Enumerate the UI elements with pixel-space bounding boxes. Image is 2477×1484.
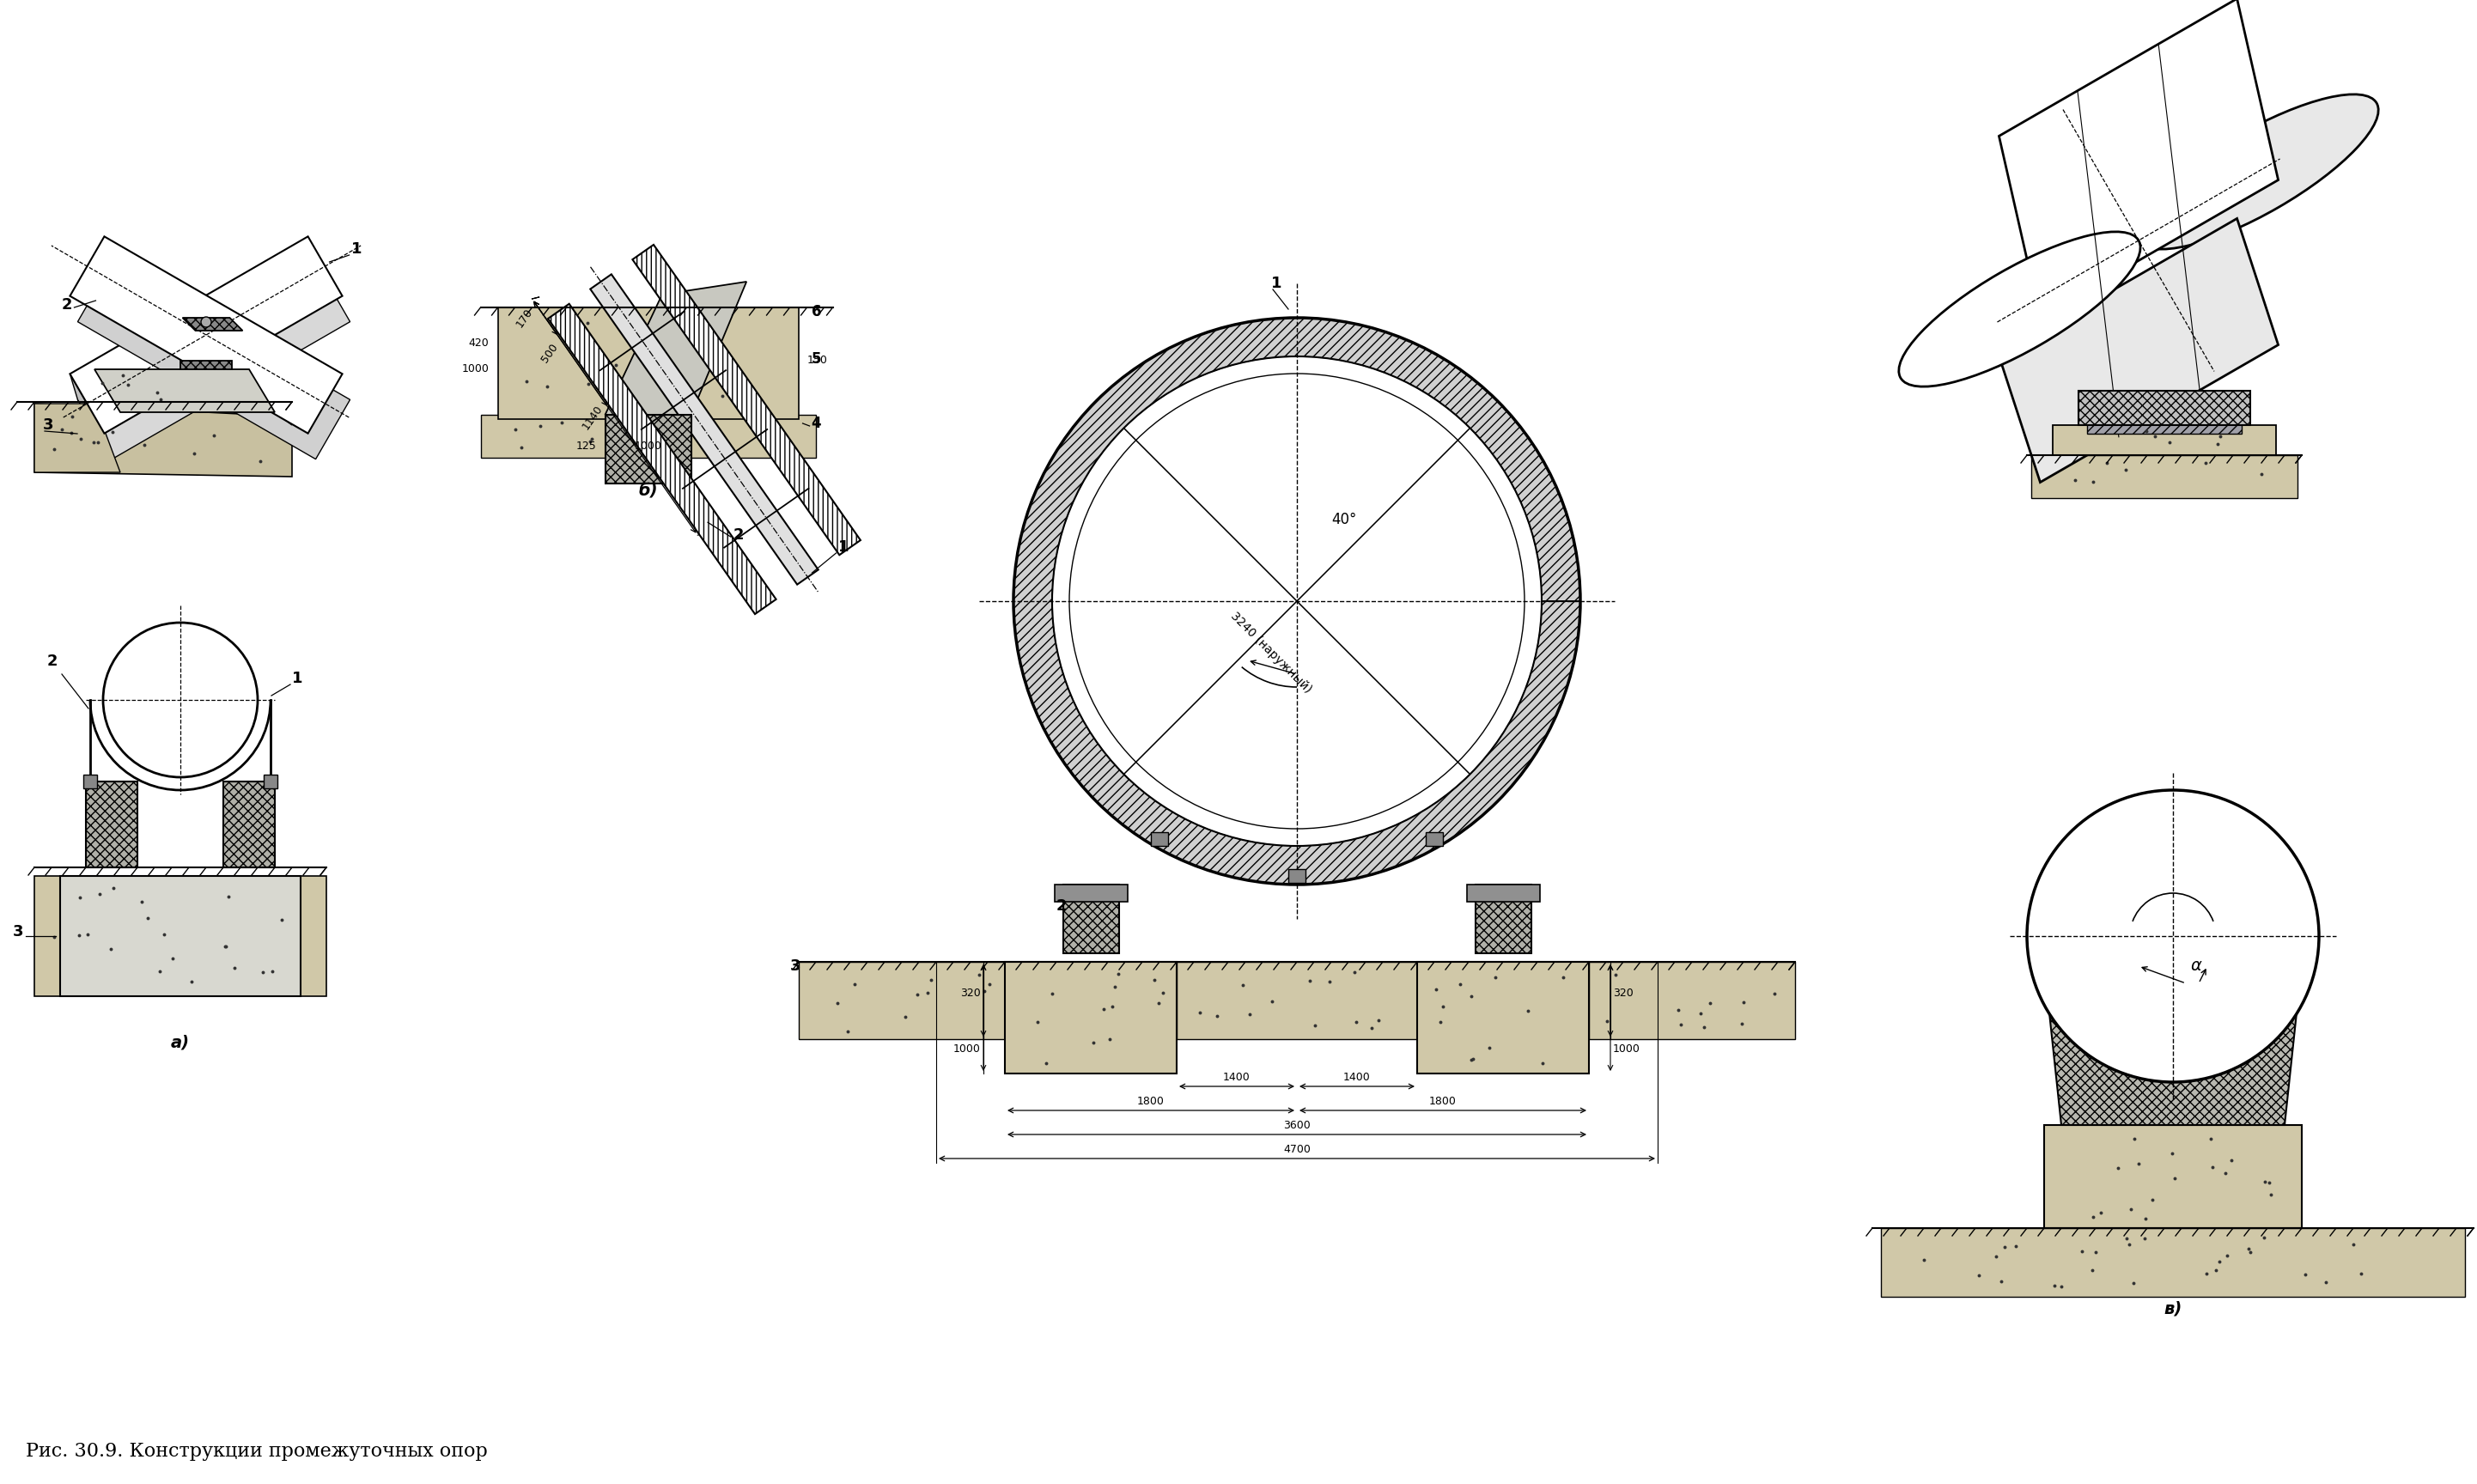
- Text: 1140: 1140: [580, 402, 604, 432]
- Bar: [35, 876, 327, 996]
- Bar: [1006, 962, 1177, 1073]
- Polygon shape: [183, 318, 243, 331]
- Text: 4700: 4700: [1283, 1144, 1310, 1156]
- Polygon shape: [590, 275, 817, 585]
- Text: 2: 2: [733, 527, 743, 543]
- Polygon shape: [547, 304, 775, 614]
- Text: 125: 125: [577, 441, 597, 451]
- Polygon shape: [94, 370, 275, 413]
- Text: 3600: 3600: [1283, 1120, 1310, 1131]
- Bar: [1152, 833, 1169, 846]
- Polygon shape: [35, 404, 292, 476]
- Bar: [798, 962, 1006, 1039]
- Ellipse shape: [1900, 232, 2140, 387]
- Bar: [223, 782, 275, 867]
- Text: 500: 500: [540, 341, 560, 365]
- Text: 320: 320: [1613, 988, 1632, 999]
- Text: 2: 2: [1055, 898, 1068, 914]
- Bar: [1417, 962, 1588, 1073]
- Text: 420: 420: [468, 337, 488, 349]
- Circle shape: [2026, 789, 2318, 1082]
- Text: 6: 6: [812, 304, 822, 319]
- Bar: [2031, 456, 2299, 499]
- Circle shape: [201, 318, 211, 326]
- Bar: [2088, 390, 2242, 433]
- Text: 1800: 1800: [1137, 1097, 1164, 1107]
- Text: 1400: 1400: [1224, 1073, 1251, 1083]
- Bar: [1880, 1229, 2465, 1297]
- Text: 1000: 1000: [1613, 1043, 1640, 1055]
- Polygon shape: [69, 374, 111, 459]
- Text: 2: 2: [62, 297, 72, 313]
- Text: а): а): [171, 1034, 191, 1051]
- Bar: [1177, 962, 1417, 1039]
- Bar: [2044, 1125, 2301, 1229]
- Bar: [84, 775, 97, 788]
- Text: б): б): [639, 484, 659, 500]
- Polygon shape: [77, 263, 349, 459]
- Bar: [263, 775, 277, 788]
- Text: 3: 3: [790, 959, 800, 974]
- Text: 1: 1: [292, 671, 302, 686]
- Text: 320: 320: [961, 988, 981, 999]
- Bar: [1588, 962, 1796, 1039]
- Polygon shape: [250, 370, 292, 424]
- Bar: [59, 876, 300, 996]
- Bar: [1288, 870, 1305, 883]
- Polygon shape: [632, 245, 860, 555]
- Text: 170: 170: [515, 307, 535, 329]
- Text: 1: 1: [352, 242, 362, 257]
- Text: 3240 (наружный): 3240 (наружный): [1229, 610, 1313, 696]
- Bar: [1063, 884, 1120, 953]
- Polygon shape: [604, 282, 746, 416]
- Text: 1: 1: [1271, 276, 1283, 291]
- Text: в): в): [2165, 1301, 2182, 1318]
- Polygon shape: [77, 263, 349, 459]
- Ellipse shape: [2138, 95, 2378, 249]
- Polygon shape: [1013, 318, 1580, 884]
- Text: 3: 3: [12, 925, 25, 939]
- Text: α: α: [2190, 957, 2202, 974]
- Text: 3: 3: [42, 417, 54, 433]
- Text: Рис. 30.9. Конструкции промежуточных опор: Рис. 30.9. Конструкции промежуточных опо…: [25, 1442, 488, 1460]
- Text: 2: 2: [47, 653, 57, 669]
- Bar: [2053, 424, 2276, 456]
- Text: 150: 150: [808, 355, 827, 367]
- Bar: [481, 416, 815, 457]
- Text: 1000: 1000: [954, 1043, 981, 1055]
- Bar: [1055, 884, 1127, 902]
- Bar: [604, 416, 691, 484]
- Text: 1800: 1800: [1429, 1097, 1456, 1107]
- Polygon shape: [2036, 789, 2311, 1125]
- Bar: [2078, 390, 2249, 424]
- Bar: [87, 782, 136, 867]
- Text: 1000: 1000: [634, 441, 661, 451]
- Text: 1: 1: [837, 539, 850, 555]
- Polygon shape: [181, 361, 233, 370]
- Polygon shape: [35, 404, 121, 472]
- Text: 4: 4: [812, 416, 822, 430]
- Text: 1400: 1400: [1343, 1073, 1370, 1083]
- Bar: [1427, 833, 1444, 846]
- Polygon shape: [1999, 218, 2279, 482]
- Bar: [1466, 884, 1541, 902]
- Polygon shape: [69, 236, 342, 433]
- Polygon shape: [69, 236, 342, 433]
- Text: 40°: 40°: [1330, 512, 1357, 527]
- Circle shape: [104, 623, 258, 778]
- Bar: [498, 307, 798, 418]
- Text: 5: 5: [812, 352, 822, 367]
- Text: 1000: 1000: [461, 364, 488, 374]
- Polygon shape: [1999, 0, 2279, 318]
- Bar: [1476, 884, 1531, 953]
